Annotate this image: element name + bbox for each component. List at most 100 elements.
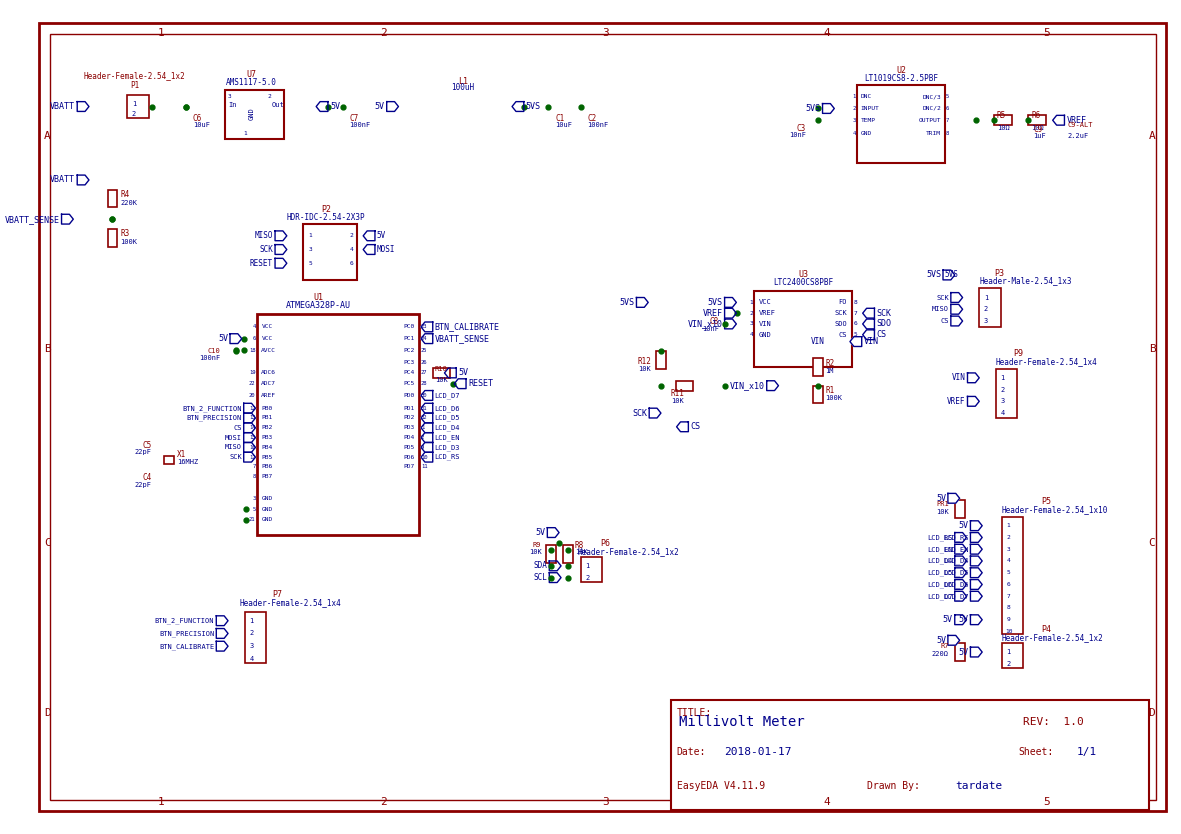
Text: R5: R5 [997,111,1006,120]
Bar [996,369,1018,418]
Polygon shape [862,329,874,339]
Text: 4: 4 [823,797,830,807]
Text: VBATT: VBATT [51,102,76,111]
Text: 3: 3 [253,495,255,500]
Text: 1/1: 1/1 [1077,747,1097,757]
Text: P9: P9 [1013,349,1024,358]
Text: 10K: 10K [639,366,651,372]
Text: A: A [44,131,51,141]
Bar [563,545,573,563]
Text: 3: 3 [749,321,753,326]
Bar [257,314,419,535]
Text: 3: 3 [249,643,254,649]
Text: PB2: PB2 [261,425,273,430]
Polygon shape [725,309,736,318]
Text: C5: C5 [143,441,151,450]
Text: PB6: PB6 [261,465,273,470]
Text: DNC/3: DNC/3 [922,94,941,99]
Text: 18: 18 [249,348,255,353]
Text: 5VS: 5VS [620,298,634,307]
Text: 6: 6 [946,106,950,111]
Text: C6: C6 [193,113,202,123]
Bar [813,385,822,404]
Text: 2: 2 [380,28,386,38]
Bar [813,359,822,376]
Text: 100uH: 100uH [451,83,475,93]
Text: VIN: VIN [863,337,879,346]
Bar [432,368,450,378]
Polygon shape [650,408,661,418]
Text: LCD_D6: LCD_D6 [942,581,968,588]
Text: C9: C9 [1033,124,1043,133]
Bar [164,456,174,464]
Text: 4: 4 [249,656,254,662]
Text: 17: 17 [249,455,255,460]
Polygon shape [766,381,778,390]
Text: PD2: PD2 [404,415,415,420]
Text: 5: 5 [854,332,857,337]
Text: P7: P7 [272,590,282,599]
Bar [107,190,117,208]
Text: Header-Female-2.54_1x2: Header-Female-2.54_1x2 [578,546,679,555]
Text: SDA: SDA [534,561,547,570]
Polygon shape [420,452,432,462]
Text: VREF: VREF [703,309,723,318]
Text: 10uF: 10uF [555,122,572,128]
Text: BTN_CALIBRATE: BTN_CALIBRATE [435,323,500,331]
Text: U7: U7 [247,70,256,78]
Polygon shape [216,615,228,626]
Text: 10nF: 10nF [789,132,805,138]
Text: PC0: PC0 [404,324,415,329]
Text: 2: 2 [267,94,270,99]
Text: PC4: PC4 [404,370,415,375]
Text: PD0: PD0 [404,393,415,398]
Text: 2: 2 [1000,387,1005,393]
Text: RESET: RESET [468,379,492,388]
Text: PC1: PC1 [404,336,415,341]
Text: 2.2uF: 2.2uF [1068,133,1089,139]
Text: 2: 2 [132,112,136,118]
Text: 27: 27 [420,370,428,375]
Text: VREF: VREF [759,310,776,316]
Text: DNC: DNC [861,94,872,99]
Text: VIN: VIN [759,321,771,327]
Text: SCL: SCL [534,573,547,582]
Text: 5VS: 5VS [945,270,959,279]
Bar [581,557,602,581]
Text: 5V: 5V [959,615,968,624]
Text: 10K: 10K [529,549,541,555]
Text: GND: GND [861,132,872,137]
Polygon shape [216,629,228,638]
Text: C8: C8 [710,318,719,326]
Text: 1: 1 [1006,649,1011,655]
Polygon shape [971,647,983,657]
Text: Header-Female-2.54_1x10: Header-Female-2.54_1x10 [1001,505,1108,515]
Text: 5V: 5V [959,521,968,530]
Text: Sheet:: Sheet: [1018,747,1053,757]
Bar [107,229,117,247]
Text: AREF: AREF [261,393,276,398]
Text: ADC7: ADC7 [261,381,276,386]
Polygon shape [243,452,255,462]
Text: P6: P6 [600,539,611,548]
Polygon shape [549,573,561,582]
Text: REV:  1.0: REV: 1.0 [1023,716,1084,726]
Text: PB0: PB0 [261,405,273,410]
Bar [1029,115,1046,125]
Text: 31: 31 [420,405,428,410]
Text: LCD_D7: LCD_D7 [435,392,461,399]
Polygon shape [954,615,966,625]
Polygon shape [967,373,979,383]
Text: VIN_x10: VIN_x10 [687,319,723,329]
Polygon shape [725,298,736,307]
Text: 2: 2 [853,106,856,111]
Bar [676,381,693,390]
Text: PD3: PD3 [404,425,415,430]
Text: SCK: SCK [229,455,242,460]
Text: LCD_D5: LCD_D5 [927,570,953,576]
Bar [655,351,666,369]
Text: 5VS: 5VS [805,104,821,113]
Text: TITLE:: TITLE: [677,708,712,718]
Text: 5VS: 5VS [707,298,723,307]
Text: X1: X1 [177,450,187,459]
